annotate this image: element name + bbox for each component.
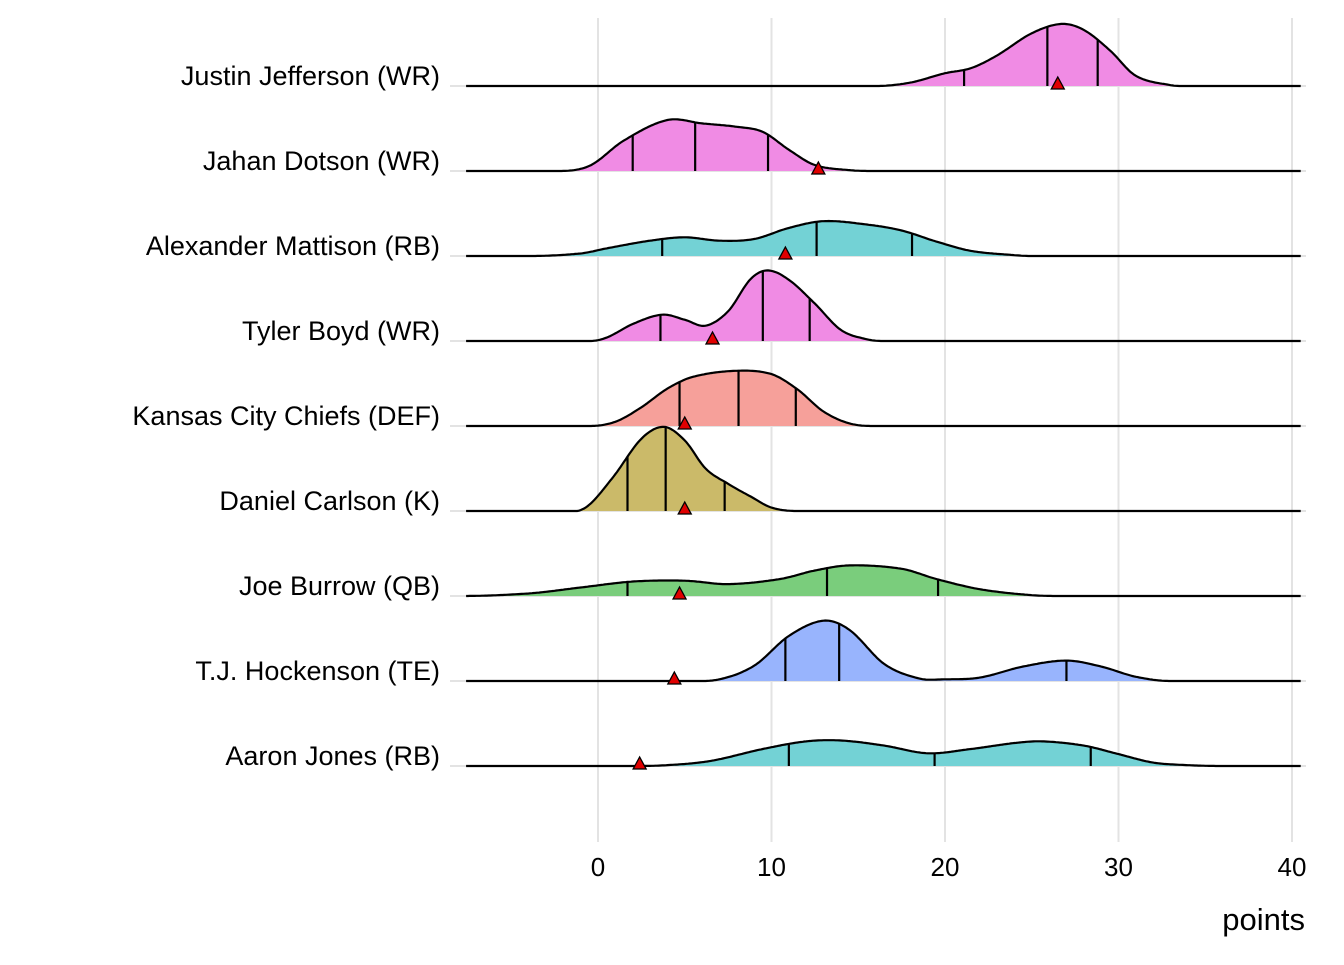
density-line [466, 118, 1301, 173]
y-axis-label: Jahan Dotson (WR) [203, 146, 440, 176]
ridges [466, 22, 1301, 770]
actual-points-marker [810, 160, 826, 175]
density-line [466, 269, 1301, 343]
x-tick-label: 20 [931, 852, 960, 882]
y-axis-labels: Justin Jefferson (WR) Jahan Dotson (WR) Al… [132, 61, 440, 771]
actual-points-marker [671, 585, 688, 600]
density-fill [466, 23, 1301, 86]
ridge-1 [466, 118, 1301, 175]
ridge-2 [466, 219, 1301, 260]
actual-points-marker [666, 670, 682, 685]
density-line [466, 369, 1301, 428]
x-tick-label: 10 [757, 852, 786, 882]
density-fill [466, 740, 1301, 766]
density-line [466, 564, 1301, 598]
ridge-4 [466, 369, 1301, 430]
density-line [466, 619, 1301, 683]
ridge-7 [466, 619, 1301, 685]
actual-points-marker [677, 500, 693, 515]
actual-points-marker [777, 245, 793, 260]
x-tick-label: 30 [1104, 852, 1133, 882]
density-fill [466, 221, 1301, 256]
actual-points-marker [632, 755, 648, 770]
y-axis-label: Aaron Jones (RB) [225, 741, 440, 771]
y-axis-label: Kansas City Chiefs (DEF) [132, 401, 440, 431]
actual-points-marker [1050, 75, 1066, 90]
ridge-0 [466, 22, 1301, 90]
actual-points-marker [677, 415, 693, 430]
y-axis-label: Justin Jefferson (WR) [181, 61, 440, 91]
x-tick-label: 40 [1278, 852, 1307, 882]
ridge-6 [466, 564, 1301, 600]
density-fill [466, 426, 1301, 511]
density-fill [466, 119, 1301, 171]
x-axis-title: points [1222, 902, 1305, 937]
density-fill [466, 565, 1301, 596]
ridge-3 [466, 269, 1301, 345]
grid [450, 18, 1306, 842]
ridge-8 [466, 739, 1301, 770]
density-fill [466, 270, 1301, 341]
density-fill [466, 620, 1301, 681]
x-tick-label: 0 [591, 852, 605, 882]
x-axis-ticks: 0 10 20 30 40 [591, 852, 1307, 882]
ridge-5 [466, 425, 1301, 515]
y-axis-label: Tyler Boyd (WR) [242, 316, 440, 346]
density-line [466, 739, 1301, 768]
density-fill [466, 370, 1301, 426]
density-line [466, 219, 1301, 258]
density-line [466, 22, 1301, 88]
y-axis-label: Joe Burrow (QB) [239, 571, 440, 601]
actual-points-marker [704, 330, 721, 345]
y-axis-label: Daniel Carlson (K) [219, 486, 440, 516]
y-axis-label: T.J. Hockenson (TE) [195, 656, 440, 686]
density-line [466, 425, 1301, 513]
y-axis-label: Alexander Mattison (RB) [146, 231, 440, 261]
